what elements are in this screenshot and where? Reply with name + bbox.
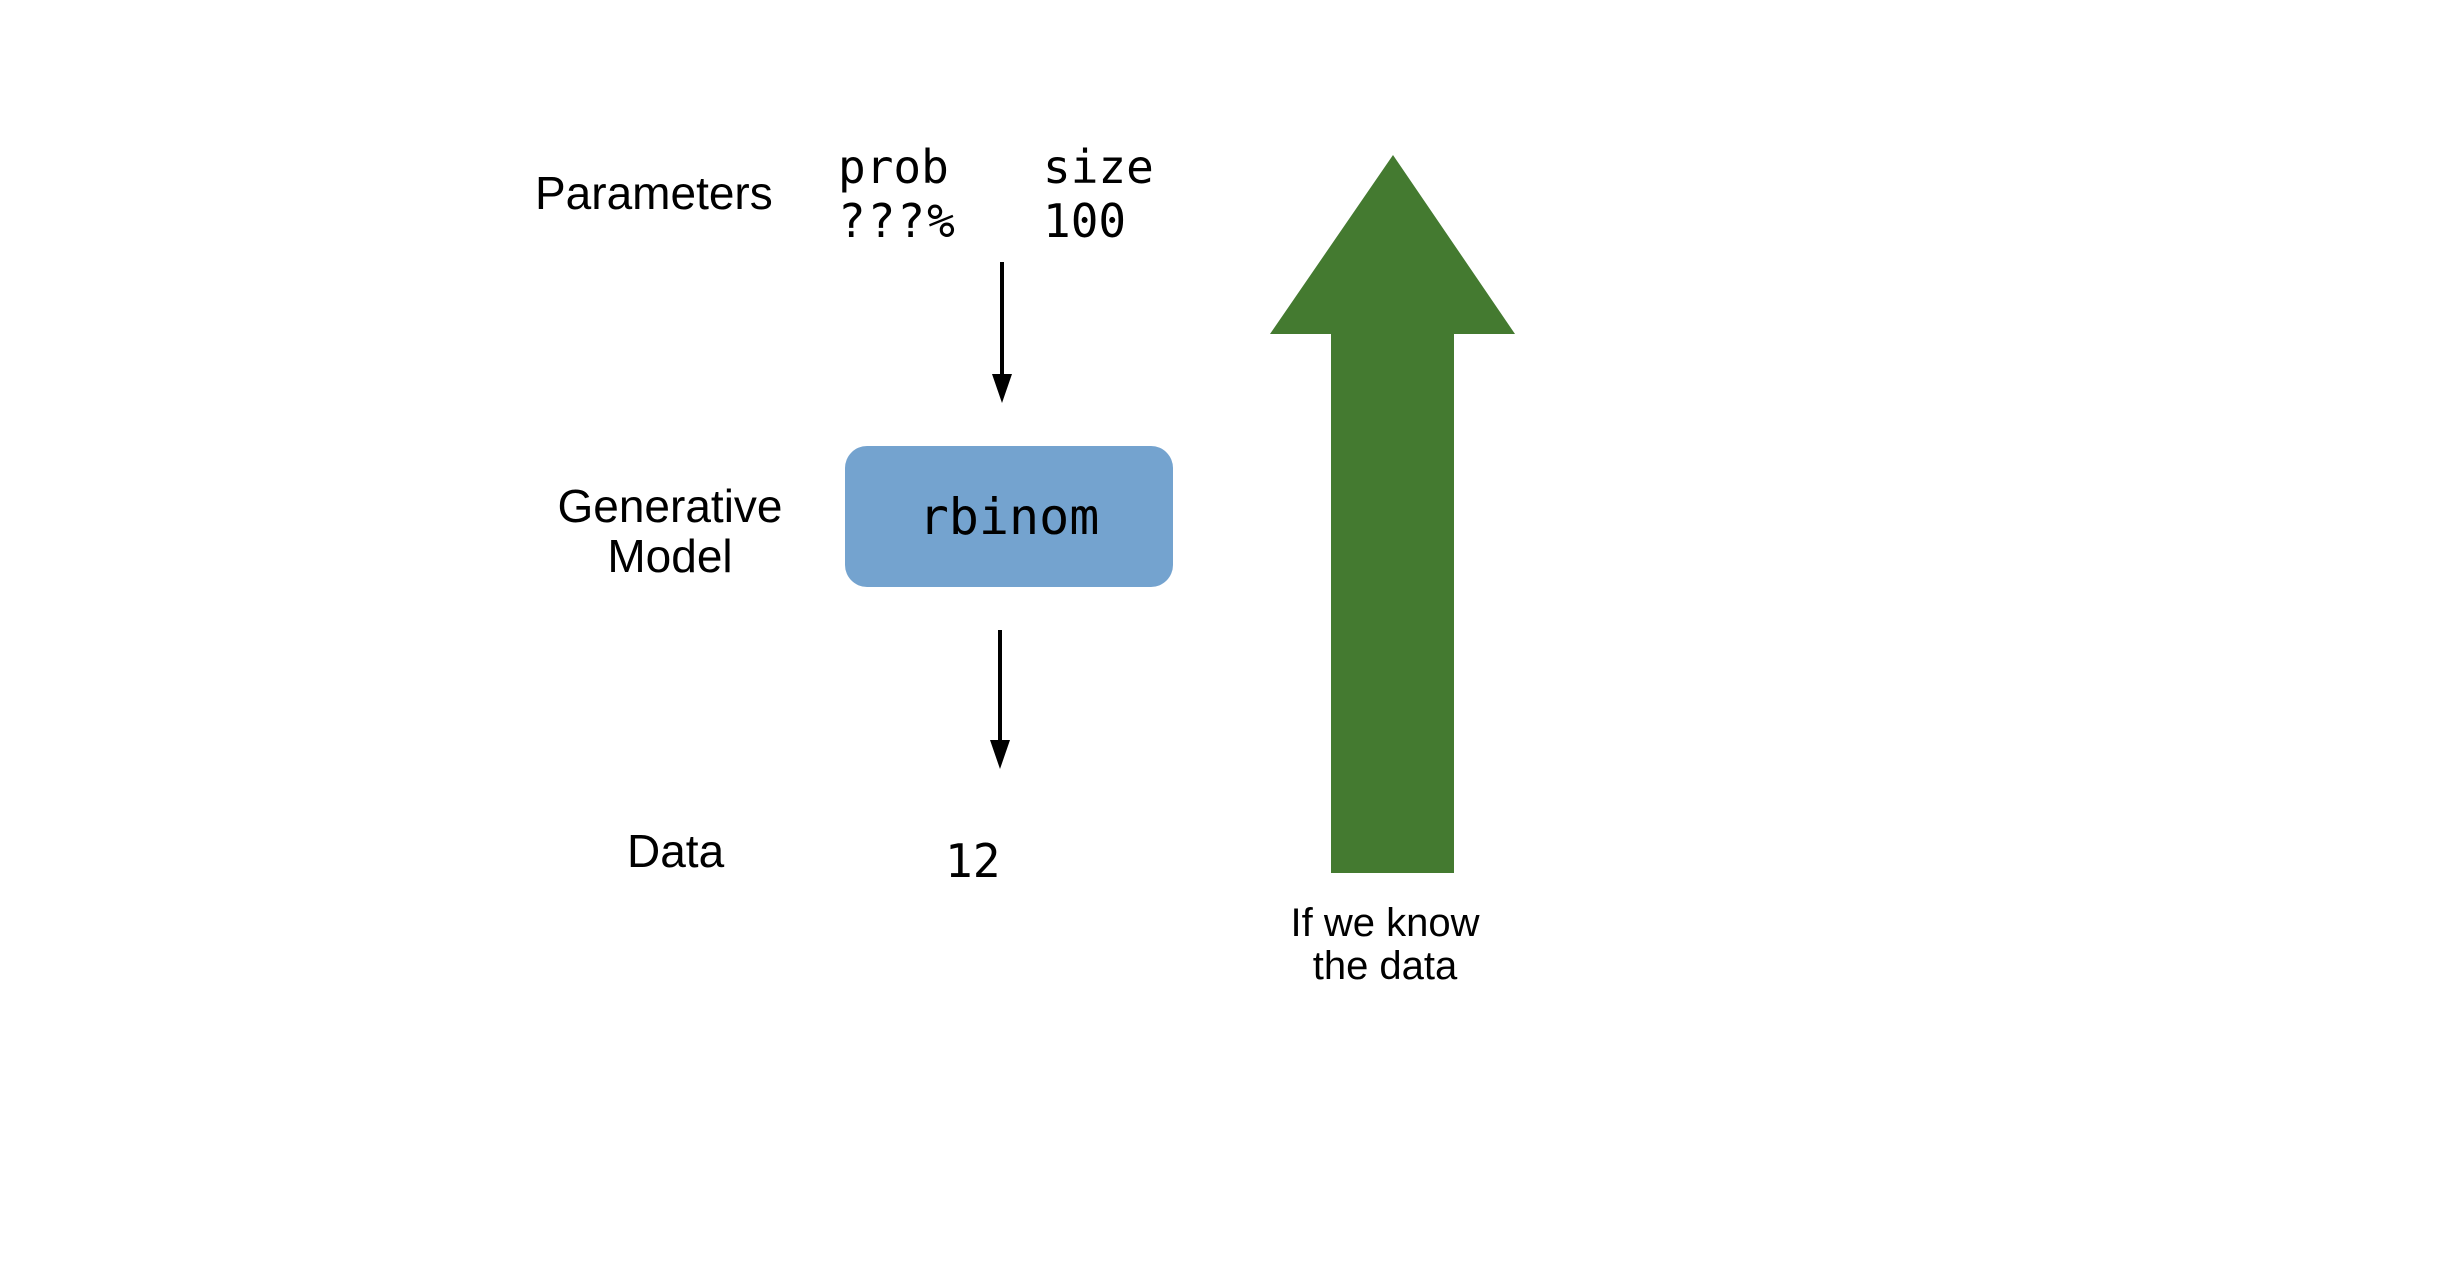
generative-label-line2: Model <box>607 530 733 582</box>
parameters-label: Parameters <box>535 167 773 219</box>
arrow-model-to-data <box>990 630 1010 769</box>
direction-note-line2: the data <box>1312 944 1458 988</box>
generative-model-box: rbinom <box>845 446 1173 587</box>
param-prob-name: prob <box>838 140 949 194</box>
generative-model-label: Generative Model <box>540 481 800 581</box>
big-up-arrow <box>1270 155 1515 873</box>
generative-label-line1: Generative <box>557 480 783 532</box>
model-function-name: rbinom <box>918 487 1100 546</box>
param-size-name: size <box>1043 140 1154 194</box>
direction-note-line1: If we know <box>1290 901 1480 945</box>
param-prob-value: ???% <box>838 194 957 248</box>
direction-note: If we know the data <box>1255 902 1515 988</box>
arrow-params-to-model <box>992 262 1012 403</box>
data-value: 12 <box>945 834 1001 888</box>
param-size-value: 100 <box>1043 194 1127 248</box>
data-label: Data <box>627 825 725 877</box>
